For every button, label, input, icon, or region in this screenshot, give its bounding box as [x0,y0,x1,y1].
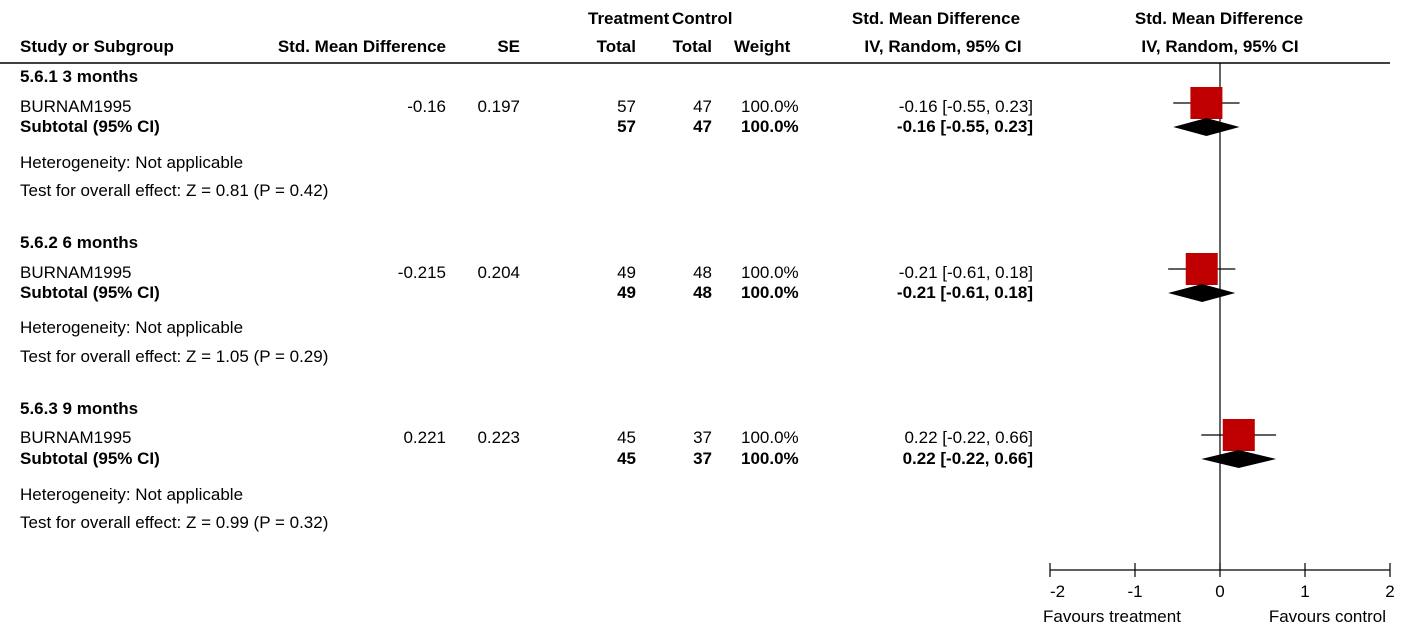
subtotal-label: Subtotal (95% CI) [20,449,160,468]
overall-effect-text: Test for overall effect: Z = 1.05 (P = 0… [20,347,329,366]
smd-top-label: Std. Mean Difference [851,9,1021,28]
study-smd: -0.16 [407,97,446,116]
study-name: BURNAM1995 [20,263,132,282]
study-total-control: 48 [693,263,712,282]
treatment-group-label: Treatment [588,9,670,28]
subtotal-ci: 0.22 [-0.22, 0.66] [902,449,1033,468]
subtotal-weight: 100.0% [741,117,799,136]
x-tick-label: -1 [1127,582,1142,601]
study-total-control: 47 [693,97,712,116]
study-ci: -0.16 [-0.55, 0.23] [898,97,1033,116]
col-study-header: Study or Subgroup [20,37,174,56]
subtotal-diamond [1201,450,1277,468]
subgroup-title: 5.6.3 9 months [20,399,139,418]
study-name: BURNAM1995 [20,97,132,116]
subtotal-ci: -0.21 [-0.61, 0.18] [896,283,1033,302]
x-tick-label: -2 [1050,582,1065,601]
study-total-control: 37 [693,428,712,447]
subtotal-total-control: 47 [693,117,712,136]
overall-effect-text: Test for overall effect: Z = 0.99 (P = 0… [20,513,329,532]
subtotal-weight: 100.0% [741,283,799,302]
x-tick-label: 0 [1215,582,1224,601]
subtotal-total-treatment: 57 [617,117,636,136]
study-total-treatment: 45 [617,428,636,447]
study-ci: 0.22 [-0.22, 0.66] [904,428,1033,447]
study-name: BURNAM1995 [20,428,132,447]
study-se: 0.223 [477,428,520,447]
subtotal-total-control: 37 [693,449,712,468]
heterogeneity-text: Heterogeneity: Not applicable [20,153,244,172]
study-square-marker [1222,419,1255,451]
study-se: 0.204 [477,263,520,282]
subgroup-title: 5.6.2 6 months [20,233,139,252]
overall-effect-text: Test for overall effect: Z = 0.81 (P = 0… [20,181,329,200]
subtotal-label: Subtotal (95% CI) [20,283,160,302]
study-smd: 0.221 [403,428,446,447]
study-se: 0.197 [477,97,520,116]
subgroup-title: 5.6.1 3 months [20,67,139,86]
study-total-treatment: 57 [617,97,636,116]
subtotal-total-treatment: 45 [617,449,636,468]
favours-treatment-label: Favours treatment [1043,607,1181,626]
study-weight: 100.0% [741,263,799,282]
col-smd-header: Std. Mean Difference [277,37,446,56]
study-weight: 100.0% [741,428,799,447]
study-square-marker [1185,253,1218,285]
subtotal-total-control: 48 [693,283,712,302]
heterogeneity-text: Heterogeneity: Not applicable [20,318,244,337]
study-weight: 100.0% [741,97,799,116]
plot-top-label: Std. Mean Difference [1134,9,1304,28]
study-smd: -0.215 [397,263,446,282]
subtotal-label: Subtotal (95% CI) [20,117,160,136]
x-tick-label: 1 [1300,582,1309,601]
study-square-marker [1190,87,1223,119]
favours-control-label: Favours control [1269,607,1386,626]
plot-method-header: IV, Random, 95% CI [1141,37,1299,56]
col-weight-header: Weight [734,37,791,56]
study-total-treatment: 49 [617,263,636,282]
subtotal-weight: 100.0% [741,449,799,468]
col-total-treatment-header: Total [596,37,636,56]
heterogeneity-text: Heterogeneity: Not applicable [20,485,244,504]
col-method-header: IV, Random, 95% CI [864,37,1022,56]
study-ci: -0.21 [-0.61, 0.18] [898,263,1033,282]
control-group-label: Control [672,9,733,28]
x-tick-label: 2 [1385,582,1394,601]
subtotal-ci: -0.16 [-0.55, 0.23] [896,117,1033,136]
col-se-header: SE [497,37,520,56]
subtotal-diamond [1168,284,1236,302]
subtotal-diamond [1173,118,1240,136]
subtotal-total-treatment: 49 [617,283,636,302]
col-total-control-header: Total [672,37,712,56]
